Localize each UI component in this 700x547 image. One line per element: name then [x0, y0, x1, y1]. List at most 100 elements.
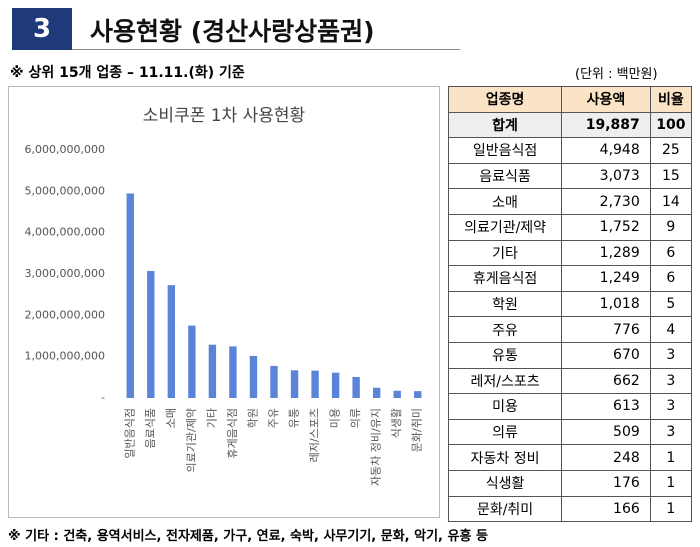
table-row: 식생활 176 1 — [447, 469, 693, 497]
y-tick-label: 3,000,000,000 — [25, 267, 105, 280]
x-tick-label: 유통 — [288, 408, 301, 428]
table-cell: 1,249 — [561, 265, 651, 292]
table-cell: 4 — [649, 316, 693, 343]
x-tick-label: 음료식품 — [144, 408, 157, 448]
table-cell: 100 — [649, 111, 693, 139]
y-tick-label: 2,000,000,000 — [25, 308, 105, 321]
table-cell: 식생활 — [447, 469, 563, 497]
subtitle: ※ 상위 15개 업종 – 11.11.(화) 기준 — [10, 65, 245, 81]
chart-title: 소비쿠폰 1차 사용현황 — [143, 106, 305, 126]
table-cell: 9 — [649, 213, 693, 241]
table-cell: 비율 — [649, 86, 693, 113]
bar — [167, 285, 176, 398]
unit-note: (단위 : 백만원) — [575, 67, 658, 82]
title-rule — [72, 49, 460, 50]
table-row: 휴게음식점 1,249 6 — [447, 265, 693, 292]
chart: 소비쿠폰 1차 사용현황 - 1,000,000,000 2,000,000,000… — [8, 86, 440, 518]
x-tick-label: 휴게음식점 — [226, 408, 239, 459]
table-row: 문화/취미 166 1 — [447, 495, 693, 523]
table-row: 업종명 사용액 비율 — [447, 86, 693, 113]
table-cell: 합계 — [447, 111, 563, 139]
table-cell: 6 — [649, 265, 693, 292]
x-tick-label: 학원 — [246, 408, 259, 428]
section-title: 사용현황 (경산사랑상품권) — [90, 17, 375, 46]
table-cell: 776 — [561, 316, 651, 343]
x-tick-label: 미용 — [329, 408, 342, 428]
table-cell: 의류 — [447, 418, 563, 446]
table-cell: 1,289 — [561, 239, 651, 267]
table-cell: 휴게음식점 — [447, 265, 563, 292]
table-cell: 670 — [561, 341, 651, 369]
bar — [311, 370, 319, 398]
table-row: 자동차 정비 248 1 — [447, 444, 693, 471]
table-cell: 의료기관/제약 — [447, 213, 563, 241]
table-row: 의류 509 3 — [447, 418, 693, 446]
x-tick-label: 의류 — [349, 408, 362, 428]
table-cell: 음료식품 — [447, 162, 563, 190]
chart-frame — [8, 86, 440, 518]
table-row: 레저/스포츠 662 3 — [447, 367, 693, 395]
x-tick-label: 식생활 — [389, 408, 403, 438]
table-cell: 176 — [561, 469, 651, 497]
x-tick-label: 레저/스포츠 — [308, 408, 321, 462]
table-cell: 613 — [561, 393, 651, 420]
table-cell: 미용 — [447, 393, 563, 420]
table-cell: 248 — [561, 444, 651, 471]
table-cell: 3 — [649, 341, 693, 369]
table-cell: 25 — [649, 137, 693, 164]
y-tick-label: 1,000,000,000 — [25, 350, 105, 363]
bar — [229, 346, 237, 398]
table-row: 일반음식점 4,948 25 — [447, 137, 693, 164]
table-row: 기타 1,289 6 — [447, 239, 693, 267]
bar — [352, 376, 360, 398]
table-cell: 1 — [649, 495, 693, 523]
table-cell: 1 — [649, 444, 693, 471]
table-cell: 유통 — [447, 341, 563, 369]
table-row: 미용 613 3 — [447, 393, 693, 420]
y-tick-label: - — [101, 391, 105, 404]
table-cell: 15 — [649, 162, 693, 190]
table-cell: 사용액 — [561, 86, 651, 113]
table-cell: 6 — [649, 239, 693, 267]
bar — [372, 387, 381, 398]
x-tick-label: 자동차 정비/유지 — [370, 408, 383, 486]
x-tick-label: 문화/취미 — [411, 408, 424, 452]
table-cell: 3 — [649, 418, 693, 446]
table-cell: 166 — [561, 495, 651, 523]
table-cell: 일반음식점 — [447, 137, 563, 164]
y-tick-label: 6,000,000,000 — [25, 143, 105, 156]
table-cell: 3 — [649, 367, 693, 395]
table-cell: 5 — [649, 290, 693, 318]
table-cell: 662 — [561, 367, 651, 395]
bar — [126, 193, 134, 398]
usage-table: 업종명 사용액 비율 합계 19,887 100 일반음식점 4,948 25 음료식품 3,073… — [447, 86, 693, 523]
table-cell: 레저/스포츠 — [447, 367, 563, 395]
bar — [270, 365, 278, 398]
bar — [188, 325, 196, 398]
table-row: 주유 776 4 — [447, 316, 693, 343]
table-cell: 14 — [649, 188, 693, 215]
section-number: 3 — [12, 8, 72, 50]
table-cell: 3 — [649, 393, 693, 420]
footnote: ※ 기타 : 건축, 용역서비스, 전자제품, 가구, 연료, 숙박, 사무기기… — [8, 529, 488, 544]
table-row: 유통 670 3 — [447, 341, 693, 369]
table-row: 의료기관/제약 1,752 9 — [447, 213, 693, 241]
table-cell: 소매 — [447, 188, 563, 215]
table-cell: 기타 — [447, 239, 563, 267]
table-cell: 2,730 — [561, 188, 651, 215]
table-cell: 주유 — [447, 316, 563, 343]
y-tick-label: 5,000,000,000 — [25, 184, 105, 197]
table-cell: 문화/취미 — [447, 495, 563, 523]
bar — [290, 370, 299, 398]
table-row: 학원 1,018 5 — [447, 290, 693, 318]
table-cell: 1 — [649, 469, 693, 497]
table-row: 합계 19,887 100 — [447, 111, 693, 139]
table-cell: 학원 — [447, 290, 563, 318]
bar — [208, 344, 217, 398]
bar — [147, 270, 155, 398]
bar — [414, 391, 422, 398]
y-tick-label: 4,000,000,000 — [25, 226, 105, 239]
x-tick-label: 기타 — [205, 408, 218, 428]
bar — [331, 372, 340, 398]
